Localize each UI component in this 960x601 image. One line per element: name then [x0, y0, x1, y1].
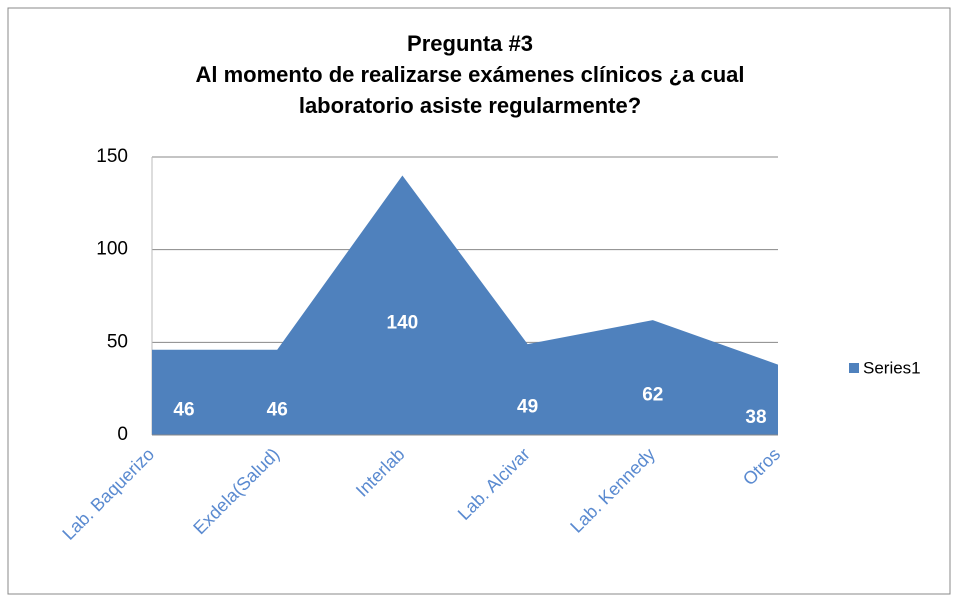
data-label: 49 — [517, 397, 538, 418]
data-label: 46 — [173, 399, 194, 420]
data-label: 62 — [642, 385, 663, 406]
y-tick-label: 50 — [107, 331, 128, 352]
chart-title: Pregunta #3 — [407, 31, 533, 56]
y-tick-label: 100 — [96, 239, 128, 260]
y-tick-label: 150 — [96, 146, 128, 167]
chart-title: laboratorio asiste regularmente? — [299, 93, 641, 118]
y-tick-label: 0 — [117, 424, 128, 445]
chart-title: Al momento de realizarse exámenes clínic… — [195, 62, 744, 87]
legend-label: Series1 — [863, 358, 921, 377]
data-label: 140 — [387, 312, 419, 333]
data-label: 38 — [745, 407, 766, 428]
legend-swatch — [849, 363, 859, 373]
data-label: 46 — [267, 399, 288, 420]
area — [152, 175, 778, 436]
